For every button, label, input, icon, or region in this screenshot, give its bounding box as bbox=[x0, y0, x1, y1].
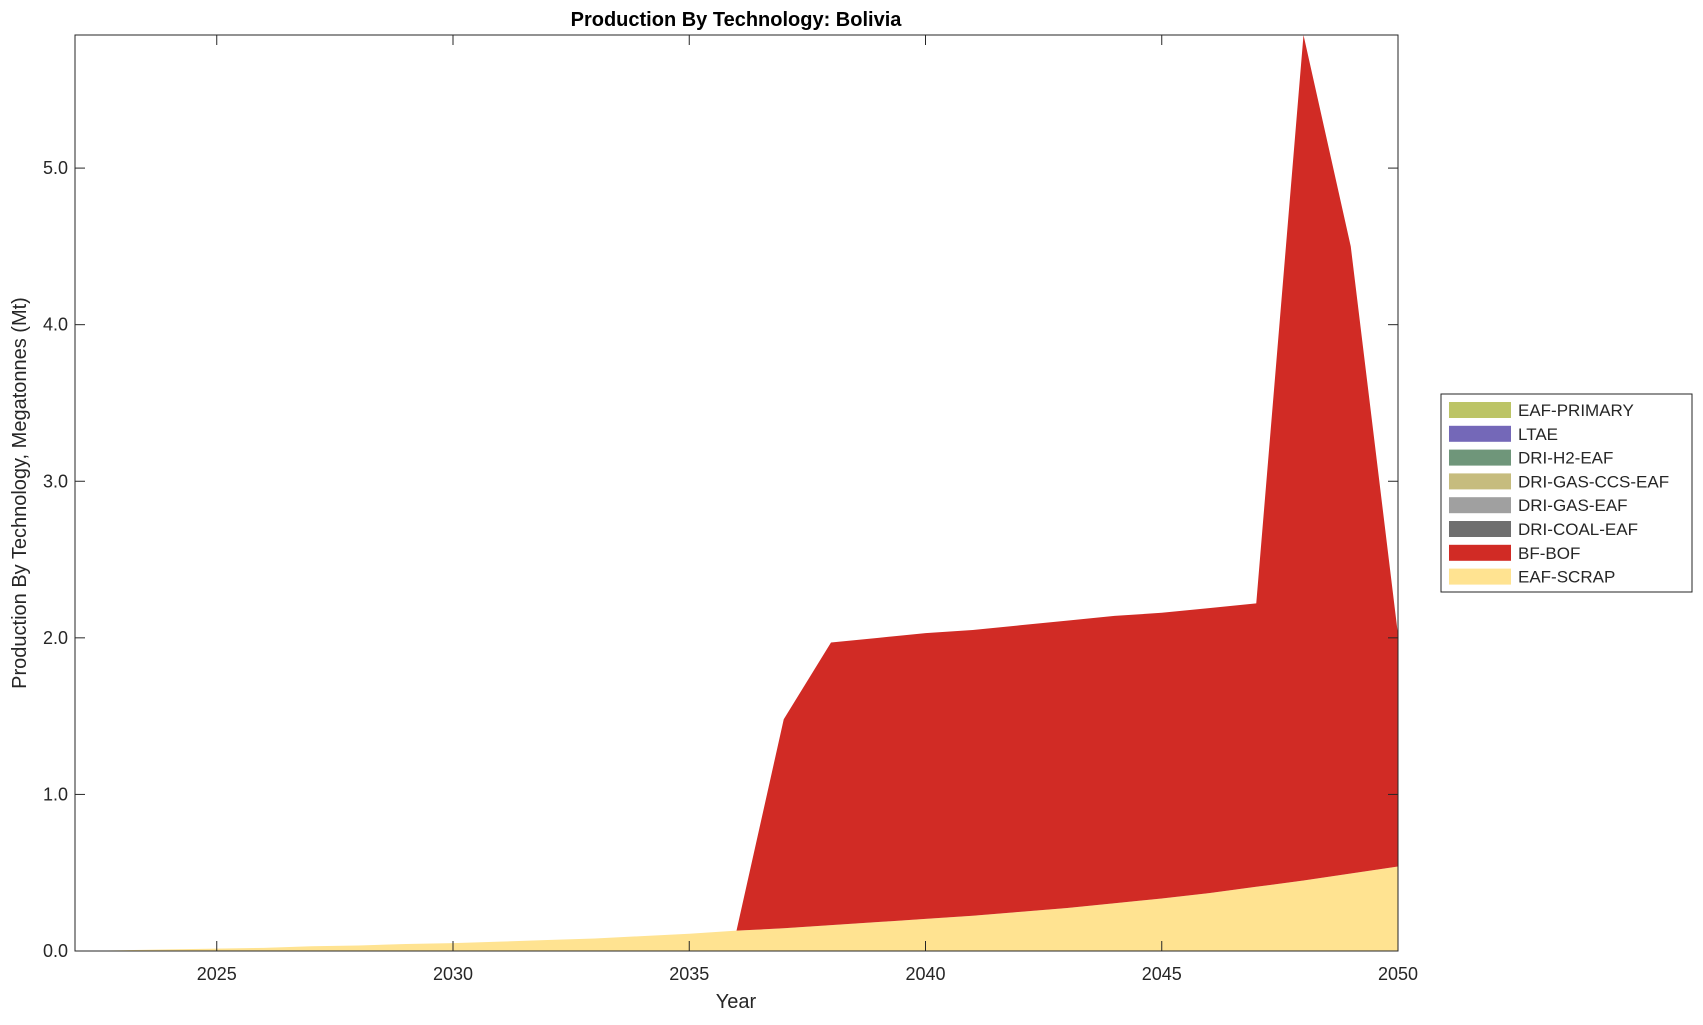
y-tick-label: 4.0 bbox=[43, 315, 68, 335]
legend-label-dri-h2-eaf: DRI-H2-EAF bbox=[1518, 449, 1613, 468]
legend-label-eaf-scrap: EAF-SCRAP bbox=[1518, 568, 1615, 587]
x-tick-label: 2030 bbox=[433, 964, 473, 984]
area-eaf-scrap bbox=[75, 866, 1398, 951]
legend: EAF-PRIMARY LTAE DRI-H2-EAF DRI-GAS-CCS-EAF… bbox=[1440, 393, 1693, 593]
legend-swatch-dri-coal-eaf bbox=[1449, 521, 1511, 537]
legend-swatch-eaf-primary bbox=[1449, 402, 1511, 418]
x-tick-label: 2050 bbox=[1378, 964, 1418, 984]
plot-frame bbox=[74, 34, 1399, 952]
y-tick-label: 3.0 bbox=[43, 471, 68, 491]
chart-title: Production By Technology: Bolivia bbox=[571, 9, 903, 31]
x-axis-label: Year bbox=[716, 991, 757, 1013]
legend-swatch-dri-h2-eaf bbox=[1449, 449, 1511, 466]
legend-swatch-eaf-scrap bbox=[1449, 568, 1511, 585]
legend-label-eaf-primary: EAF-PRIMARY bbox=[1518, 401, 1634, 420]
x-tick-label: 2040 bbox=[905, 964, 945, 984]
legend-swatch-bf-bof bbox=[1449, 544, 1511, 561]
areas-layer bbox=[75, 35, 1398, 951]
legend-swatch-dri-gas-ccs-eaf bbox=[1449, 473, 1511, 490]
y-tick-label: 2.0 bbox=[43, 628, 68, 648]
legend-label-bf-bof: BF-BOF bbox=[1518, 544, 1580, 563]
y-tick-label: 1.0 bbox=[43, 784, 68, 804]
legend-swatch-ltae bbox=[1449, 425, 1511, 442]
legend-swatch-dri-gas-eaf bbox=[1449, 497, 1511, 514]
legend-label-dri-gas-eaf: DRI-GAS-EAF bbox=[1518, 496, 1628, 515]
y-tick-label: 5.0 bbox=[43, 158, 68, 178]
y-axis-label: Production By Technology, Megatonnes (Mt… bbox=[9, 297, 31, 689]
x-tick-label: 2045 bbox=[1142, 964, 1182, 984]
legend-label-dri-gas-ccs-eaf: DRI-GAS-CCS-EAF bbox=[1518, 472, 1669, 491]
y-tick-label: 0.0 bbox=[43, 941, 68, 961]
x-tick-label: 2025 bbox=[197, 964, 237, 984]
legend-label-ltae: LTAE bbox=[1518, 425, 1558, 444]
area-bf-bof bbox=[75, 35, 1398, 951]
legend-label-dri-coal-eaf: DRI-COAL-EAF bbox=[1518, 520, 1638, 539]
x-tick-label: 2035 bbox=[669, 964, 709, 984]
